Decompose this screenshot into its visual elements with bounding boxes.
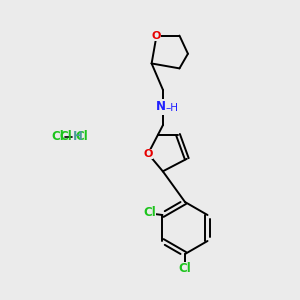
Text: –H: –H [166, 103, 178, 113]
Text: O: O [152, 31, 161, 40]
Text: O: O [143, 149, 153, 159]
Text: Cl: Cl [178, 262, 191, 275]
Text: Cl: Cl [52, 130, 64, 143]
Text: Cl: Cl [143, 206, 156, 220]
Text: Cl: Cl [75, 130, 88, 143]
Text: Cl: Cl [59, 130, 72, 143]
Text: H: H [73, 130, 83, 143]
Text: N: N [156, 100, 166, 113]
